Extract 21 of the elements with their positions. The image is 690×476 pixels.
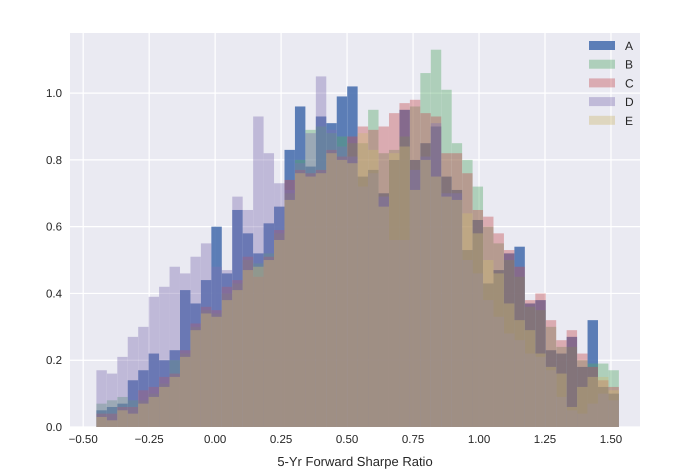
y-tick-label: 0.8: [46, 154, 62, 167]
x-tick-label: −0.50: [68, 434, 98, 446]
x-tick-label: 0.75: [402, 434, 424, 446]
legend-label: B: [625, 58, 634, 72]
legend-label: D: [625, 95, 634, 110]
y-tick-label: 0.4: [46, 288, 63, 300]
x-tick-label: 1.50: [600, 434, 622, 446]
x-tick-label: 1.00: [468, 434, 490, 446]
x-tick-label: −0.25: [134, 434, 164, 446]
y-tick-label: 0.2: [46, 355, 62, 368]
legend-label: E: [625, 114, 634, 128]
x-tick-label: 0.50: [336, 434, 358, 446]
y-tick-label: 1.0: [46, 88, 62, 100]
y-tick-label: 0.0: [46, 422, 62, 434]
x-axis-title: 5-Yr Forward Sharpe Ratio: [277, 454, 433, 469]
x-tick-label: 0.25: [270, 434, 292, 446]
y-tick-label: 0.6: [46, 222, 62, 234]
legend-label: A: [625, 39, 634, 53]
x-tick-label: 0.00: [204, 434, 226, 446]
x-tick-label: 1.25: [534, 434, 556, 446]
legend-label: C: [625, 76, 634, 90]
